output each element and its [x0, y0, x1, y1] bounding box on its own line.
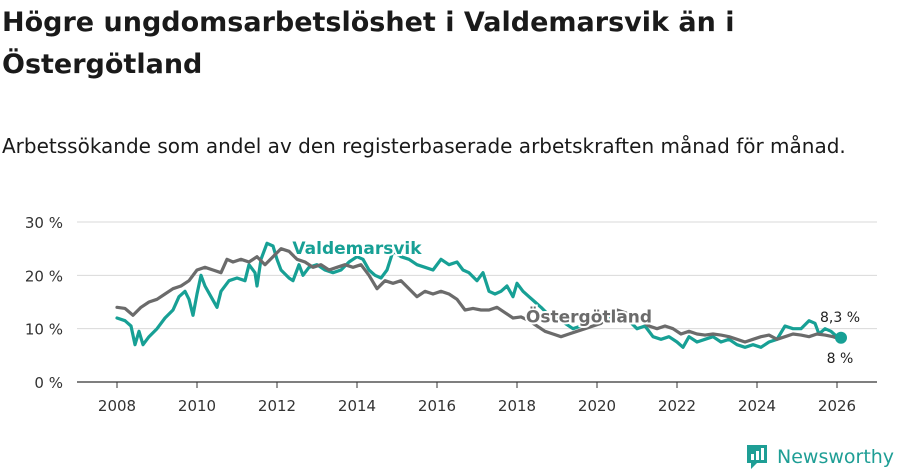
- y-tick-label: 20 %: [25, 267, 63, 285]
- chart-subtitle: Arbetssökande som andel av den registerb…: [2, 134, 846, 158]
- x-tick-label: 2018: [498, 397, 536, 415]
- brand-name: Newsworthy: [777, 446, 895, 468]
- end-label-ostergotland: 8 %: [827, 351, 854, 367]
- series-line-valdemarsvik: [115, 241, 843, 349]
- y-tick-label: 10 %: [25, 321, 63, 339]
- series-lines: [115, 241, 843, 349]
- x-tick-label: 2026: [818, 397, 856, 415]
- x-tick-label: 2020: [578, 397, 616, 415]
- y-tick-label: 30 %: [25, 214, 63, 232]
- x-tick-label: 2016: [418, 397, 456, 415]
- series-line-ostergotland: [115, 247, 843, 344]
- grid-layer: 0 % 10 % 20 % 30 %: [25, 214, 877, 392]
- x-tick-label: 2022: [658, 397, 696, 415]
- chart-title: Högre ungdomsarbetslöshet i Valdemarsvik…: [2, 7, 735, 80]
- newsworthy-logo-icon: [747, 445, 767, 469]
- x-tick-label: 2014: [338, 397, 376, 415]
- x-tick-label: 2024: [738, 397, 776, 415]
- endpoint-marker: [835, 331, 847, 344]
- x-tick-label: 2012: [258, 397, 296, 415]
- series-labels: Valdemarsvik Östergötland 8,3 % 8 %: [290, 237, 861, 369]
- series-label-ostergotland: Östergötland: [526, 305, 652, 327]
- x-tick-label: 2010: [178, 397, 216, 415]
- series-label-valdemarsvik: Valdemarsvik: [292, 239, 422, 259]
- x-axis: 2008 2010 2012 2014 2016 2018 2020 2022 2024 2026: [77, 381, 877, 415]
- brand-logo[interactable]: Newsworthy: [745, 441, 894, 473]
- end-label-valdemarsvik: 8,3 %: [820, 310, 860, 326]
- y-tick-label: 0 %: [34, 374, 63, 392]
- x-tick-label: 2008: [98, 397, 136, 415]
